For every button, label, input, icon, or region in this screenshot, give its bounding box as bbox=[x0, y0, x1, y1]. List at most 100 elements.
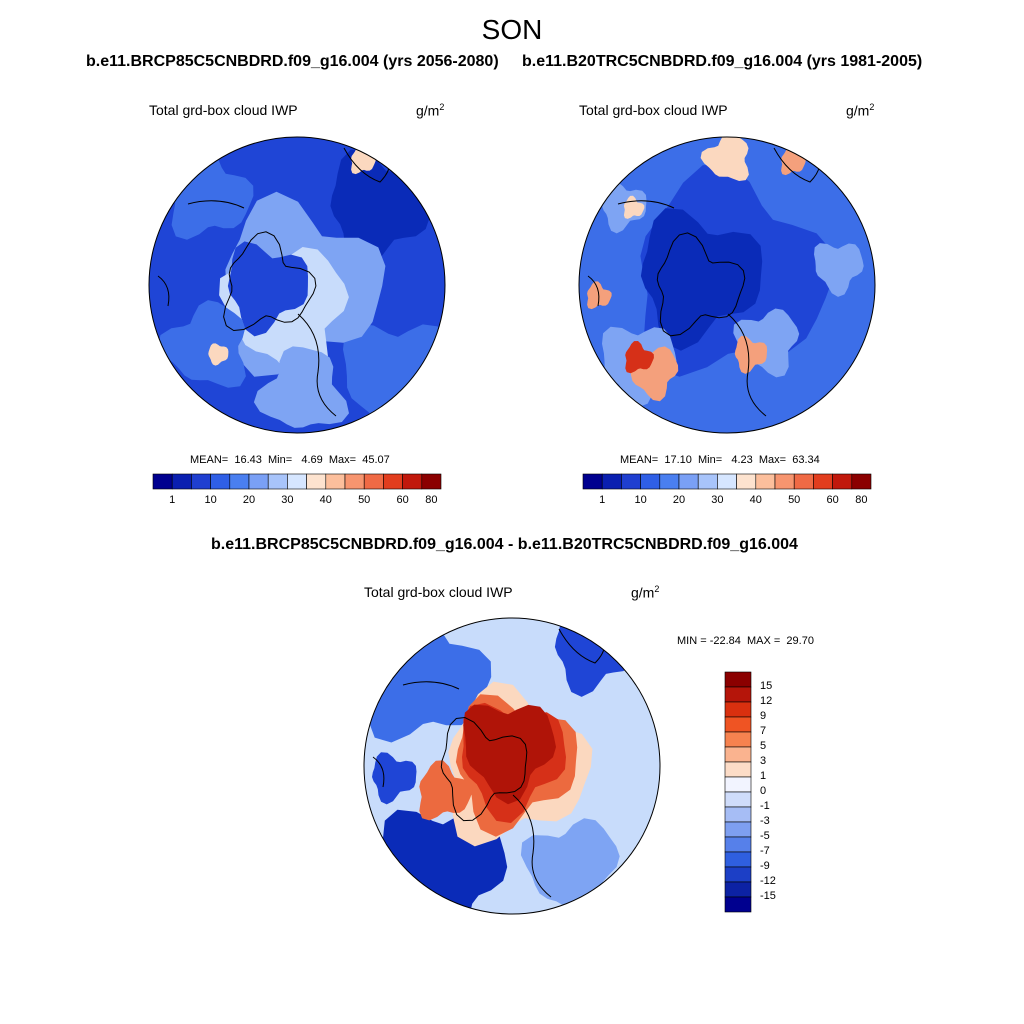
coastline-segment bbox=[512, 794, 552, 898]
colorbar-tick-label: 60 bbox=[826, 494, 839, 506]
colorbar-tick-label: 3 bbox=[760, 755, 767, 767]
diff-units-label: g/m2 bbox=[631, 584, 660, 601]
colorbar-swatch bbox=[640, 473, 661, 490]
colorbar-swatch bbox=[621, 473, 641, 490]
colorbar-future-ticks: 1 10 20 30 40 50 60 80 bbox=[153, 494, 441, 508]
right-variable-label: Total grd-box cloud IWP bbox=[579, 102, 728, 118]
colorbar-historical bbox=[582, 473, 872, 490]
colorbar-tick-label: 10 bbox=[634, 494, 647, 506]
field-contour bbox=[343, 323, 445, 433]
colorbar-tick-label: 1 bbox=[599, 494, 606, 506]
colorbar-tick-label: 60 bbox=[396, 494, 409, 506]
colorbar-tick-label: -7 bbox=[760, 845, 770, 857]
left-panel-subtitle: b.e11.BRCP85C5CNBDRD.f09_g16.004 (yrs 20… bbox=[86, 53, 499, 70]
field-contour bbox=[781, 147, 806, 176]
polar-map-difference bbox=[363, 617, 661, 915]
colorbar-swatch bbox=[421, 473, 442, 490]
colorbar-swatch bbox=[774, 473, 795, 490]
colorbar-swatch bbox=[697, 473, 718, 490]
colorbar-swatch bbox=[191, 473, 211, 490]
colorbar-swatch bbox=[724, 716, 752, 733]
colorbar-swatch bbox=[229, 473, 250, 490]
polar-map-future bbox=[148, 136, 446, 434]
colorbar-difference bbox=[724, 671, 752, 913]
colorbar-tick-label: 15 bbox=[760, 680, 773, 692]
field-contour bbox=[158, 300, 246, 388]
coastlines bbox=[157, 147, 391, 417]
colorbar-swatch bbox=[724, 791, 752, 808]
colorbar-swatch bbox=[325, 473, 346, 490]
left-stats: MEAN= 16.43 Min= 4.69 Max= 45.07 bbox=[190, 454, 390, 466]
colorbar-swatch bbox=[210, 473, 231, 490]
coastline-segment bbox=[617, 200, 675, 209]
coastline-segment bbox=[402, 681, 460, 690]
colorbar-tick-label: 12 bbox=[760, 695, 773, 707]
field-contour bbox=[625, 341, 654, 374]
map-border bbox=[148, 136, 446, 434]
colorbar-tick-label: 0 bbox=[760, 785, 767, 797]
field-contour bbox=[700, 137, 749, 181]
colorbar-historical-ticks: 1 10 20 30 40 50 60 80 bbox=[583, 494, 871, 508]
field-contour bbox=[208, 343, 229, 366]
colorbar-tick-label: 80 bbox=[855, 494, 868, 506]
left-units-label: g/m2 bbox=[416, 102, 445, 119]
polar-map-historical bbox=[578, 136, 876, 434]
colorbar-tick-label: -9 bbox=[760, 860, 770, 872]
colorbar-swatch bbox=[678, 473, 699, 490]
colorbar-swatch bbox=[724, 686, 752, 703]
colorbar-swatch bbox=[363, 473, 384, 490]
colorbar-tick-label: 50 bbox=[358, 494, 371, 506]
colorbar-swatch bbox=[724, 746, 752, 763]
field-contour bbox=[587, 281, 612, 310]
colorbar-tick-label: 40 bbox=[319, 494, 332, 506]
colorbar-tick-label: 9 bbox=[760, 710, 767, 722]
field-contour bbox=[419, 760, 473, 821]
coastline-segment bbox=[587, 275, 600, 307]
colorbar-tick-label: 30 bbox=[711, 494, 724, 506]
colorbar-difference-ticks: 15 12 9 7 5 3 1 0 -1 -3 -5 -7 -9 -12 -15 bbox=[760, 672, 800, 912]
colorbar-swatch bbox=[306, 473, 327, 490]
colorbar-swatch bbox=[724, 896, 752, 913]
colorbar-tick-label: 1 bbox=[760, 770, 767, 782]
right-units-label: g/m2 bbox=[846, 102, 875, 119]
difference-panel-subtitle: b.e11.BRCP85C5CNBDRD.f09_g16.004 - b.e11… bbox=[211, 536, 798, 553]
colorbar-swatch bbox=[582, 473, 603, 490]
colorbar-swatch bbox=[659, 473, 680, 490]
field-contour bbox=[227, 241, 308, 337]
colorbar-tick-label: -12 bbox=[760, 875, 776, 887]
colorbar-swatch bbox=[267, 473, 288, 490]
field-contour bbox=[463, 704, 556, 805]
colorbar-tick-label: 30 bbox=[281, 494, 294, 506]
colorbar-swatch bbox=[724, 701, 752, 718]
figure-title: SON bbox=[481, 14, 543, 45]
coastline-segment bbox=[157, 275, 170, 307]
colorbar-swatch bbox=[287, 473, 307, 490]
coastline-segment bbox=[297, 313, 337, 417]
colorbar-swatch bbox=[724, 851, 752, 868]
colorbar-tick-label: -15 bbox=[760, 890, 776, 902]
colorbar-tick-label: 7 bbox=[760, 725, 767, 737]
colorbar-swatch bbox=[724, 866, 752, 883]
colorbar-swatch bbox=[851, 473, 872, 490]
diff-minmax: MIN = -22.84 MAX = 29.70 bbox=[677, 635, 814, 647]
colorbar-swatch bbox=[344, 473, 365, 490]
colorbar-swatch bbox=[736, 473, 757, 490]
colorbar-tick-label: 5 bbox=[760, 740, 767, 752]
colorbar-tick-label: 1 bbox=[169, 494, 176, 506]
colorbar-swatch bbox=[724, 881, 752, 898]
colorbar-swatch bbox=[383, 473, 403, 490]
diff-variable-label: Total grd-box cloud IWP bbox=[364, 584, 513, 600]
right-panel-subtitle: b.e11.B20TRC5CNBDRD.f09_g16.004 (yrs 198… bbox=[522, 53, 923, 70]
colorbar-swatch bbox=[171, 473, 192, 490]
colorbar-swatch bbox=[832, 473, 853, 490]
colorbar-swatch bbox=[813, 473, 833, 490]
field-contour bbox=[253, 346, 349, 428]
colorbar-future bbox=[152, 473, 442, 490]
colorbar-tick-label: 40 bbox=[749, 494, 762, 506]
colorbar-tick-label: 80 bbox=[425, 494, 438, 506]
left-variable-label: Total grd-box cloud IWP bbox=[149, 102, 298, 118]
colorbar-swatch bbox=[724, 776, 752, 793]
colorbar-tick-label: -5 bbox=[760, 830, 770, 842]
right-stats: MEAN= 17.10 Min= 4.23 Max= 63.34 bbox=[620, 454, 820, 466]
field-contour bbox=[372, 752, 417, 805]
